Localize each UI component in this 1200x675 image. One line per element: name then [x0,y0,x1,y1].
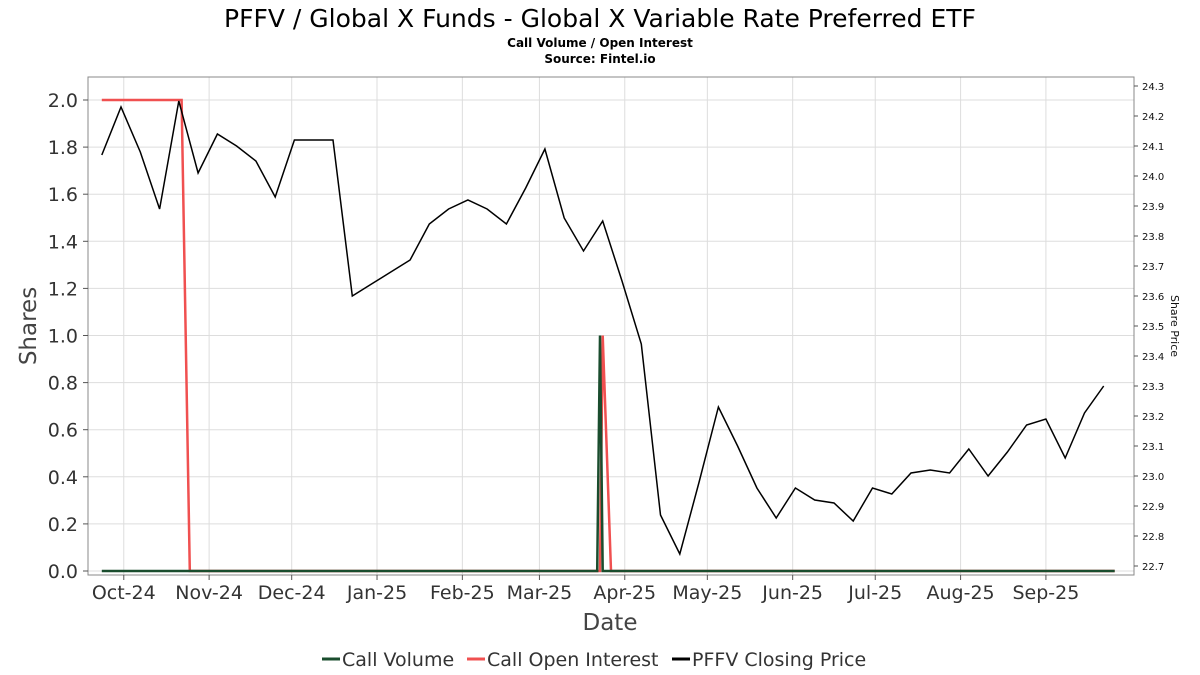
y2-tick-label: 24.1 [1142,142,1164,153]
x-tick-label: May-25 [672,582,742,604]
x-tick-label: Jul-25 [847,582,902,604]
y-tick-label: 1.0 [48,326,78,348]
y2-tick-label: 23.8 [1142,232,1164,243]
y-tick-label: 0.8 [48,373,78,395]
y2-tick-label: 23.1 [1142,442,1164,453]
y-tick-label: 0.4 [48,467,78,489]
legend-item: Call Open Interest [467,649,659,671]
gridlines [88,77,1134,575]
chart-title: PFFV / Global X Funds - Global X Variabl… [224,4,976,33]
legend-label: Call Open Interest [487,649,659,671]
y-tick-label: 1.6 [48,184,78,206]
y-tick-label: 1.8 [48,137,78,159]
x-tick-label: Dec-24 [258,582,326,604]
y-axis-left: 0.0 0.2 0.4 0.6 0.8 1.0 1.2 1.4 1.6 1.8 2.0 [48,90,88,583]
x-tick-label: Aug-25 [927,582,995,604]
y2-tick-label: 24.2 [1142,112,1164,123]
x-tick-label: Feb-25 [430,582,495,604]
y2-tick-label: 23.5 [1142,322,1164,333]
legend: Call Volume Call Open Interest PFFV Closin… [322,649,866,671]
x-axis: Oct-24 Nov-24 Dec-24 Jan-25 Feb-25 Mar-25 Apr-… [92,575,1079,604]
x-tick-label: Apr-25 [593,582,656,604]
x-tick-label: Jun-25 [761,582,823,604]
legend-label: Call Volume [342,649,454,671]
x-tick-label: Jan-25 [346,582,407,604]
y2-tick-label: 24.0 [1142,172,1164,183]
y2-tick-label: 23.4 [1142,352,1164,363]
y-tick-label: 0.0 [48,561,78,583]
legend-label: PFFV Closing Price [692,649,866,671]
y-tick-label: 0.2 [48,514,78,536]
y2-tick-label: 24.3 [1142,82,1164,93]
y2-tick-label: 22.8 [1142,532,1164,543]
y2-tick-label: 23.7 [1142,262,1164,273]
y2-tick-label: 23.0 [1142,472,1164,483]
y2-tick-label: 23.6 [1142,292,1164,303]
x-tick-label: Oct-24 [92,582,156,604]
x-tick-label: Nov-24 [175,582,243,604]
chart-subtitle: Call Volume / Open Interest [507,36,693,50]
legend-item: PFFV Closing Price [672,649,866,671]
y-axis-right: 22.7 22.8 22.9 23.0 23.1 23.2 23.3 23.4 23.5 23.6… [1134,82,1164,573]
x-axis-label: Date [583,610,638,636]
y-tick-label: 0.6 [48,420,78,442]
x-tick-label: Mar-25 [507,582,573,604]
y2-tick-label: 23.9 [1142,202,1164,213]
chart-source: Source: Fintel.io [544,52,655,66]
series-line-pffv-closing-price [101,100,1105,557]
y-tick-label: 2.0 [48,90,78,112]
y-axis-label: Shares [16,287,42,365]
series-line-call-volume [101,335,1115,573]
x-tick-label: Sep-25 [1012,582,1079,604]
y2-tick-label: 23.2 [1142,412,1164,423]
legend-item: Call Volume [322,649,454,671]
y2-tick-label: 22.9 [1142,502,1164,513]
y2-axis-label: Share Price [1168,295,1181,357]
y-tick-label: 1.4 [48,231,78,253]
y2-tick-label: 22.7 [1142,562,1164,573]
y-tick-label: 1.2 [48,278,78,300]
y2-tick-label: 23.3 [1142,382,1164,393]
series [101,98,1115,573]
